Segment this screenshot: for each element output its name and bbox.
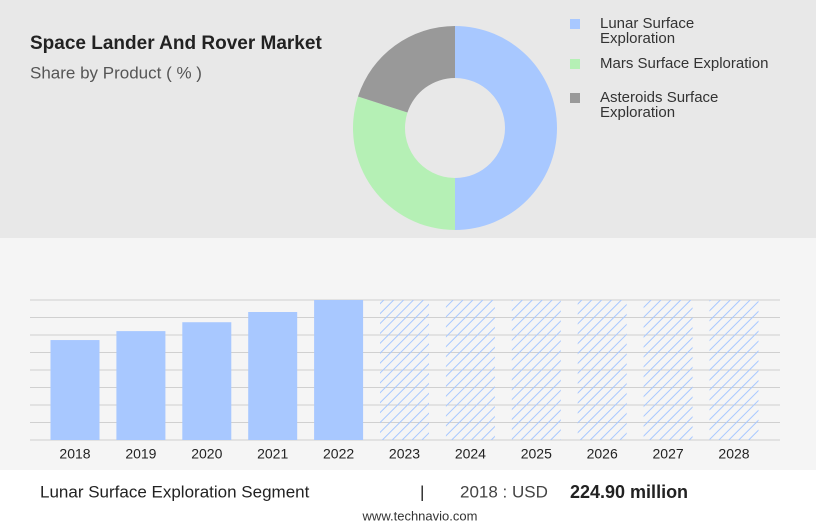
forecast-bar [709, 300, 759, 440]
chart-subtitle: Share by Product ( % ) [30, 63, 202, 82]
forecast-bar [445, 300, 495, 440]
x-tick-label: 2024 [455, 446, 486, 462]
legend-label: Lunar Surface Exploration [600, 15, 695, 47]
x-tick-label: 2026 [587, 446, 618, 462]
bar [314, 300, 364, 440]
legend-label: Asteroids Surface Exploration [600, 89, 719, 121]
chart-title: Space Lander And Rover Market [30, 33, 322, 54]
forecast-bar [643, 300, 693, 440]
legend-swatch [570, 59, 580, 69]
x-tick-label: 2021 [257, 446, 288, 462]
donut-slice [455, 26, 557, 230]
legend: Lunar Surface Exploration Mars Surface Ex… [570, 16, 800, 130]
footer-segment: Lunar Surface Exploration Segment [40, 482, 310, 501]
forecast-bar [380, 300, 429, 440]
bar [248, 312, 298, 440]
x-tick-label: 2025 [521, 446, 552, 462]
x-tick-label: 2018 [59, 446, 90, 462]
x-tick-label: 2027 [653, 446, 684, 462]
footer-year: 2018 : USD [460, 482, 548, 501]
footer-separator: | [420, 482, 424, 501]
bar [182, 322, 232, 440]
legend-item: Lunar Surface Exploration [570, 16, 715, 46]
bar [50, 340, 100, 440]
source: www.technavio.com [362, 508, 478, 523]
donut-slice [357, 26, 455, 113]
x-tick-label: 2028 [718, 446, 749, 462]
x-tick-label: 2019 [125, 446, 156, 462]
footer-value: 224.90 million [570, 482, 688, 502]
x-tick-label: 2022 [323, 446, 354, 462]
legend-item: Mars Surface Exploration [570, 56, 800, 71]
forecast-bar [577, 300, 627, 440]
donut-slice [353, 96, 455, 230]
legend-swatch [570, 93, 580, 103]
legend-swatch [570, 19, 580, 29]
bar [116, 331, 166, 440]
legend-item: Asteroids Surface Exploration [570, 90, 740, 120]
x-tick-label: 2023 [389, 446, 420, 462]
x-tick-label: 2020 [191, 446, 222, 462]
forecast-bar [511, 300, 561, 440]
legend-label: Mars Surface Exploration [600, 55, 769, 72]
